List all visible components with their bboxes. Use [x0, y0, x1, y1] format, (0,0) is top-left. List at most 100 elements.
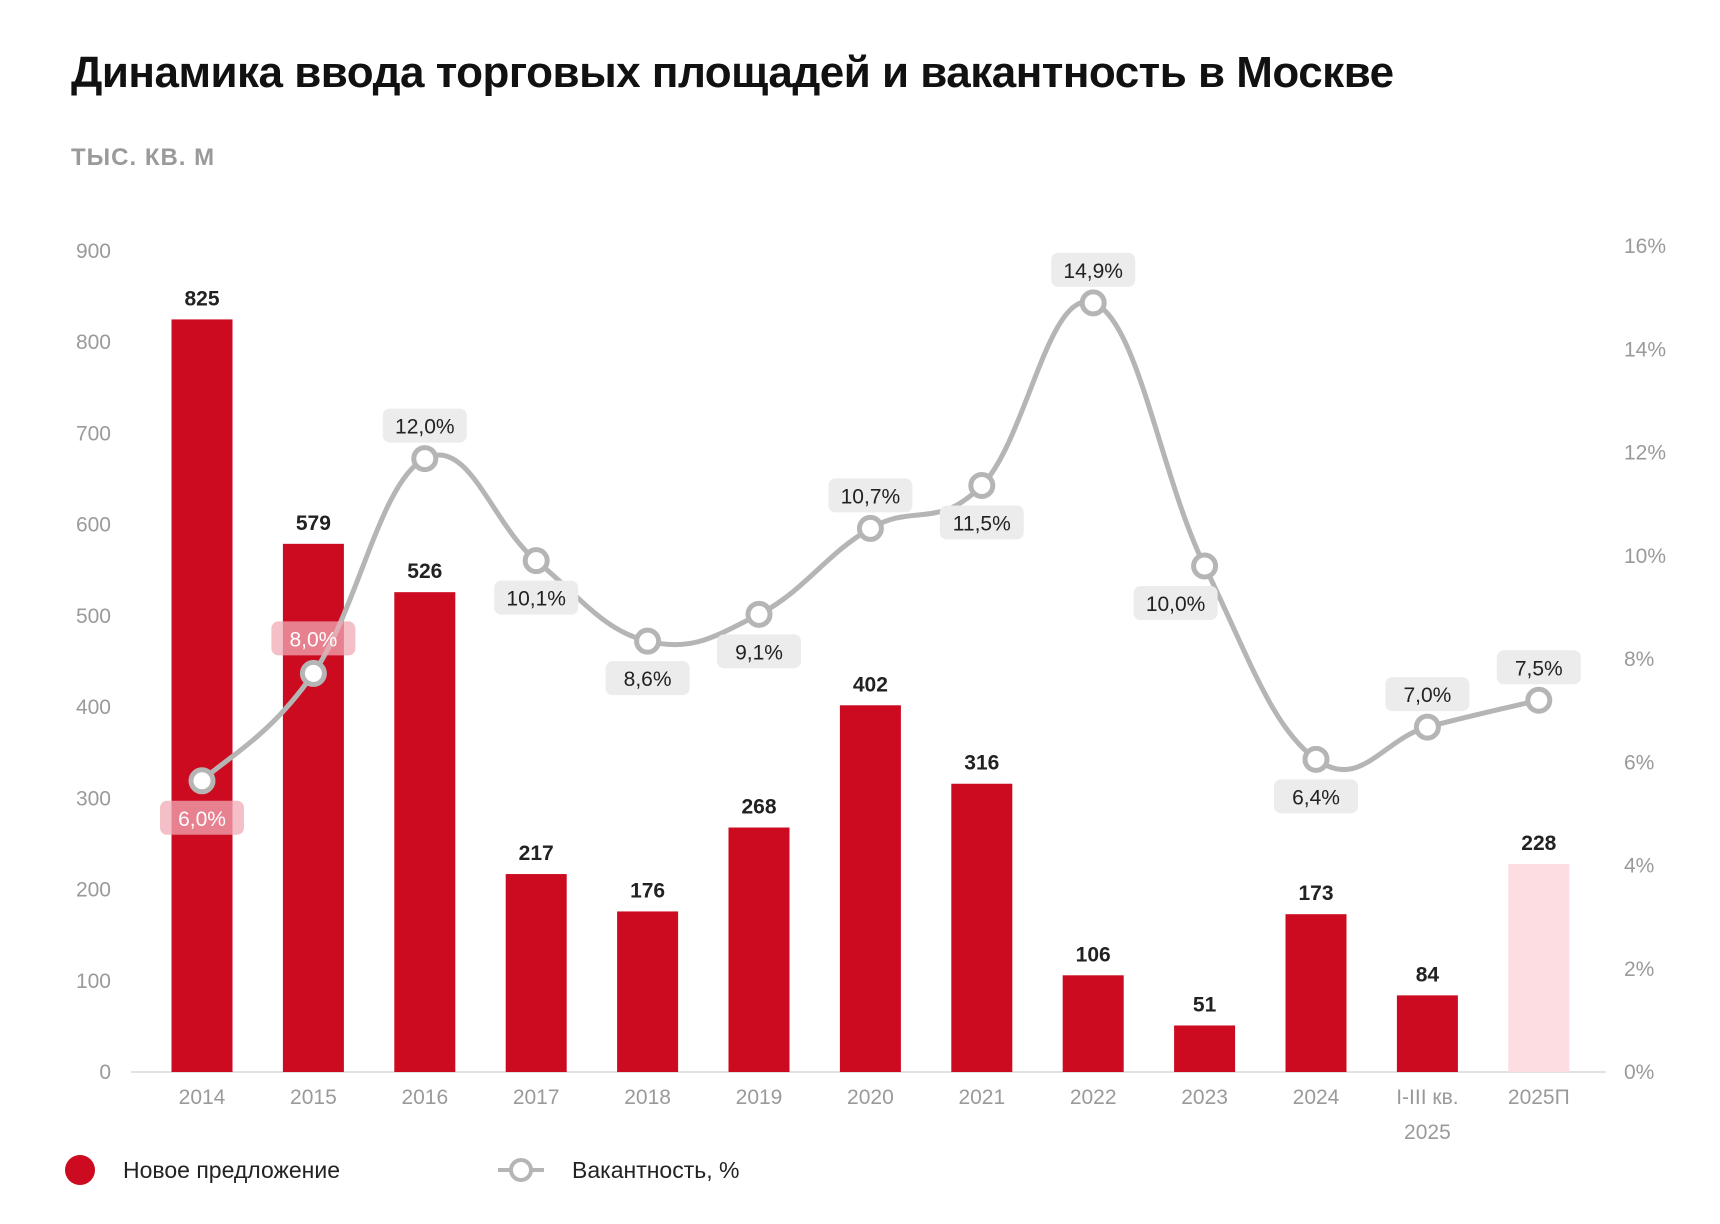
vacancy-point [522, 547, 550, 575]
vacancy-point [1525, 686, 1553, 714]
legend-item-bars: Новое предложение [65, 1155, 340, 1185]
y-left-tick-label: 500 [76, 605, 111, 628]
vacancy-label-background [1385, 677, 1470, 712]
vacancy-point [1413, 713, 1441, 741]
x-tick-label: 2025П [1508, 1086, 1570, 1109]
bar-value-label: 217 [519, 842, 554, 865]
y-right-tick-label: 0% [1624, 1061, 1654, 1084]
vacancy-value-label: 8,6% [624, 668, 672, 691]
chart-title: Динамика ввода торговых площадей и вакан… [71, 48, 1394, 97]
x-tick-label: 2022 [1070, 1086, 1117, 1109]
x-tick-label: 2020 [847, 1086, 894, 1109]
legend-line-label: Вакантность, % [572, 1156, 740, 1183]
bar [394, 592, 456, 1072]
bar-value-label: 84 [1416, 963, 1440, 986]
vacancy-label-background [605, 661, 690, 696]
legend-line-swatch-icon [498, 1158, 544, 1182]
bar [1062, 975, 1124, 1072]
x-tick-label: 2018 [624, 1086, 671, 1109]
x-tick-label: 2023 [1181, 1086, 1228, 1109]
bar [1174, 1025, 1236, 1072]
x-tick-label: I-III кв. [1396, 1086, 1458, 1109]
y-left-tick-label: 700 [76, 422, 111, 445]
y-left-tick-label: 900 [76, 240, 111, 263]
y-left-tick-label: 0 [99, 1061, 111, 1084]
y-right-tick-label: 16% [1624, 235, 1666, 258]
vacancy-point [968, 471, 996, 499]
bar [1508, 864, 1570, 1072]
vacancy-point [1191, 552, 1219, 580]
bar [951, 783, 1013, 1072]
vacancy-value-label: 9,1% [735, 641, 783, 664]
vacancy-value-label: 12,0% [395, 416, 455, 439]
bar-value-label: 106 [1076, 943, 1111, 966]
y-left-tick-label: 100 [76, 970, 111, 993]
y-left-tick-label: 600 [76, 514, 111, 537]
y-right-tick-label: 10% [1624, 545, 1666, 568]
bar-value-label: 316 [964, 752, 999, 775]
legend-item-line: Вакантность, % [498, 1155, 739, 1185]
vacancy-label-background [1133, 586, 1218, 620]
x-tick-label: 2014 [179, 1086, 226, 1109]
y-axis-unit-label: ТЫС. КВ. М [71, 144, 216, 171]
bar-value-label: 579 [296, 512, 331, 535]
bar-value-label: 825 [184, 287, 219, 310]
vacancy-label-background [1274, 779, 1358, 814]
vacancy-value-label: 11,5% [953, 512, 1011, 535]
x-tick-label: 2025 [1404, 1121, 1451, 1144]
bar [839, 705, 901, 1072]
bar-value-label: 268 [741, 796, 776, 819]
x-tick-label: 2017 [513, 1086, 560, 1109]
bar [171, 319, 233, 1073]
x-tick-label: 2015 [290, 1086, 337, 1109]
vacancy-point [411, 445, 439, 473]
vacancy-point [856, 514, 884, 542]
vacancy-point [1079, 289, 1107, 317]
bar-value-label: 176 [630, 879, 665, 902]
vacancy-point [634, 627, 662, 655]
y-left-tick-label: 400 [76, 696, 111, 719]
vacancy-value-label: 7,5% [1515, 657, 1563, 680]
x-tick-label: 2016 [401, 1086, 448, 1109]
x-tick-label: 2024 [1293, 1086, 1340, 1109]
y-right-tick-label: 14% [1624, 338, 1666, 361]
bar [1396, 995, 1458, 1072]
x-tick-label: 2019 [736, 1086, 783, 1109]
vacancy-label-background [828, 478, 913, 513]
vacancy-value-label: 8,0% [289, 628, 337, 651]
bar-value-label: 228 [1521, 832, 1556, 855]
bar-value-label: 526 [407, 560, 442, 583]
vacancy-label-background [382, 408, 467, 443]
bar [728, 827, 790, 1072]
vacancy-label-background [717, 634, 801, 669]
bar [617, 911, 679, 1072]
y-left-tick-label: 200 [76, 879, 111, 902]
legend-bar-swatch-icon [65, 1155, 95, 1185]
vacancy-label-background [271, 621, 356, 656]
y-right-tick-label: 12% [1624, 442, 1666, 465]
vacancy-point [188, 767, 216, 795]
bar-value-label: 173 [1298, 882, 1333, 905]
bar-value-label: 51 [1193, 993, 1217, 1016]
vacancy-value-label: 14,9% [1063, 260, 1123, 283]
y-right-tick-label: 2% [1624, 958, 1654, 981]
vacancy-value-label: 10,0% [1146, 593, 1206, 616]
vacancy-point [299, 659, 327, 687]
vacancy-value-label: 10,1% [506, 588, 566, 611]
vacancy-label-background [160, 800, 244, 835]
y-right-tick-label: 8% [1624, 648, 1654, 671]
y-right-tick-label: 6% [1624, 751, 1654, 774]
vacancy-label-background [494, 580, 579, 615]
vacancy-point [745, 600, 773, 628]
vacancy-value-label: 6,0% [178, 808, 226, 831]
bar [1285, 914, 1347, 1072]
vacancy-label-background [1051, 252, 1136, 287]
bar [505, 874, 567, 1072]
vacancy-value-label: 10,7% [841, 485, 901, 508]
y-right-tick-label: 4% [1624, 855, 1654, 878]
x-tick-label: 2021 [958, 1086, 1005, 1109]
vacancy-point [1302, 745, 1330, 773]
vacancy-value-label: 7,0% [1403, 684, 1451, 707]
y-left-tick-label: 300 [76, 787, 111, 810]
